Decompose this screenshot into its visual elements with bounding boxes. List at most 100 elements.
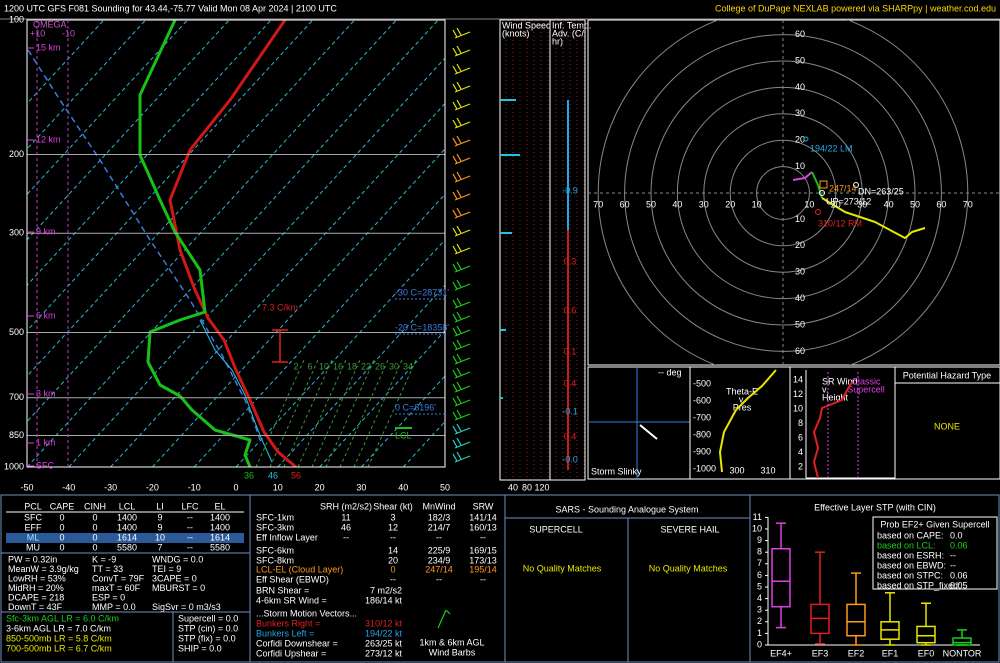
srwind-tick-label: 8: [798, 418, 803, 428]
isotherm: [361, 375, 445, 467]
hodo-tick-label: 10: [795, 161, 805, 171]
wind-barb: [454, 413, 471, 421]
mixing-ratio-line: [311, 359, 361, 467]
isotherm: [27, 20, 397, 423]
theta-e-trace: [719, 369, 777, 473]
wind-barb: [452, 355, 458, 364]
hodo-tick-label: 10: [795, 214, 805, 224]
wind-barb: [456, 451, 462, 460]
kinematic-value: 11: [341, 512, 350, 522]
hodo-tick-label: 40: [672, 199, 682, 209]
wind-barb: [452, 425, 458, 434]
temperature-tick-label: 10: [273, 482, 283, 492]
hodo-tick-label: 60: [795, 29, 805, 39]
composite-text: STP (fix) = 0.0: [178, 633, 236, 643]
wind-barb: [456, 409, 462, 418]
stp-tick-label: 3: [757, 605, 762, 615]
table-header: LFC: [181, 501, 199, 511]
hodo-tick-label: 20: [725, 199, 735, 209]
label: Storm Slinky: [591, 466, 642, 476]
label: based on CAPE:: [877, 530, 944, 540]
index-text: MidRH = 20%: [8, 583, 64, 593]
table-cell: 1400: [210, 512, 230, 522]
mixing-ratio-line: [269, 359, 319, 467]
index-text: DownT = 43F: [8, 602, 63, 612]
table-cell: --: [187, 532, 193, 542]
srwind-tick-label: 14: [793, 374, 803, 384]
panel-title: Wind Speed: [502, 20, 551, 30]
advection-label: -0.0: [562, 454, 578, 464]
isotherm: [27, 20, 314, 332]
wind-barb: [454, 385, 471, 393]
wind-barb: [456, 311, 462, 320]
height-label: SFC: [36, 460, 55, 470]
theta-tick-label: -500: [693, 378, 711, 388]
wind-barb: [452, 137, 458, 146]
table-cell: 0: [92, 512, 97, 522]
panel-title: SR Wind: [822, 376, 858, 386]
table-cell: 1400: [117, 522, 137, 532]
sars-title: SARS - Sounding Analogue System: [555, 504, 698, 514]
wind-barb: [456, 189, 462, 198]
row-highlight: [6, 533, 244, 543]
stp-tick-label: 7: [757, 558, 762, 568]
stp-category: EF1: [882, 648, 899, 658]
temperature-tick-label: 40: [398, 482, 408, 492]
kinematic-value: 195/14: [469, 564, 497, 574]
kinematic-label: SFC-3km: [256, 522, 294, 532]
wind-barb: [454, 211, 471, 219]
panel-title: v.: [739, 394, 745, 404]
label: 0.05: [950, 580, 968, 590]
table-header: LCL: [119, 501, 136, 511]
wind-barb: [454, 85, 471, 93]
kinematic-value: --: [390, 532, 396, 542]
table-cell: 0: [92, 532, 97, 542]
kinematic-value: 12: [388, 522, 398, 532]
isotherm: [193, 193, 445, 467]
wind-barb: [454, 229, 471, 237]
wind-barb: [452, 327, 458, 336]
index-text: SigSvr = 0 m3/s3: [152, 602, 221, 612]
label: BRN Shear =: [256, 585, 309, 595]
panel: [26, 19, 446, 468]
lapse-rate-text: 700-500mb LR = 6.7 C/km: [6, 643, 112, 653]
hodo-tick-label: 10: [752, 199, 762, 209]
kinematic-value: 173/13: [469, 555, 497, 565]
slinky-trace: [639, 424, 658, 440]
label: DN=263/25: [858, 186, 904, 196]
hodo-tick-label: 70: [963, 199, 973, 209]
kinematic-value: --: [480, 574, 486, 584]
hodo-trace: [792, 171, 813, 181]
table-cell: 0: [59, 532, 64, 542]
pressure-tick-label: 1000: [4, 461, 24, 471]
composite-text: Supercell = 0.0: [178, 613, 238, 623]
wind-barb: [454, 427, 471, 435]
mixing-ratio-label: 34: [403, 361, 413, 371]
panel-title: Adv. (C/: [552, 28, 584, 38]
wind-barb: [452, 369, 458, 378]
wind-barb: [452, 245, 458, 254]
temperature-tick-label: -20: [146, 482, 159, 492]
pressure-tick-label: 100: [9, 14, 24, 24]
isotherm: [27, 20, 230, 241]
stp-tick-label: 9: [757, 535, 762, 545]
wind-barb: [452, 47, 458, 56]
kinematic-value: 3: [390, 512, 395, 522]
wind-barb: [452, 119, 458, 128]
temperature-tick-label: -10: [188, 482, 201, 492]
wind-barb: [452, 313, 458, 322]
advection-label: -0.1: [562, 406, 578, 416]
theta-tick-label: -900: [693, 446, 711, 456]
pressure-tick-label: 500: [9, 327, 24, 337]
kinematic-label: Eff Inflow Layer: [256, 532, 318, 542]
wind-barb: [452, 411, 458, 420]
table-cell: 9: [157, 522, 162, 532]
label: Corfidi Downshear =: [256, 638, 338, 648]
kinematic-value: 14: [388, 545, 398, 555]
hodo-tick-label: 20: [831, 199, 841, 209]
prob-box: [872, 516, 998, 590]
lapse-rate-text: 850-500mb LR = 5.8 C/km: [6, 633, 112, 643]
table-header: EL: [214, 501, 225, 511]
wind-barb: [454, 265, 471, 273]
label: -10: [62, 28, 75, 38]
